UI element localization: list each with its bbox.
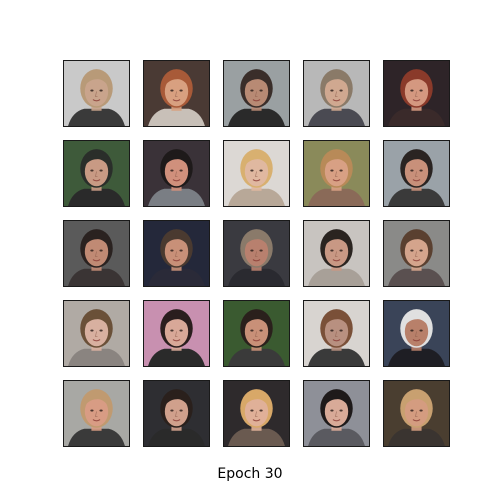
generated-face-sample: [383, 220, 450, 287]
generated-face-sample: [63, 300, 130, 367]
generated-face-sample: [143, 140, 210, 207]
generated-face-sample: [383, 140, 450, 207]
generated-face-sample: [383, 60, 450, 127]
generated-face-sample: [383, 300, 450, 367]
generated-face-sample: [63, 380, 130, 447]
generated-face-sample: [223, 60, 290, 127]
generated-face-sample: [223, 220, 290, 287]
generated-face-sample: [223, 380, 290, 447]
generated-face-sample: [63, 60, 130, 127]
generated-face-sample: [143, 220, 210, 287]
generated-face-sample: [303, 60, 370, 127]
epoch-caption: Epoch 30: [0, 466, 500, 482]
generated-face-sample: [223, 140, 290, 207]
generated-face-sample: [143, 380, 210, 447]
generated-face-sample: [383, 380, 450, 447]
generated-face-sample: [303, 220, 370, 287]
generated-face-sample: [143, 60, 210, 127]
generated-face-sample: [143, 300, 210, 367]
generated-face-sample: [303, 300, 370, 367]
generated-face-sample: [303, 140, 370, 207]
generated-face-sample: [303, 380, 370, 447]
generated-face-sample: [63, 140, 130, 207]
generated-face-sample: [63, 220, 130, 287]
generated-face-sample: [223, 300, 290, 367]
